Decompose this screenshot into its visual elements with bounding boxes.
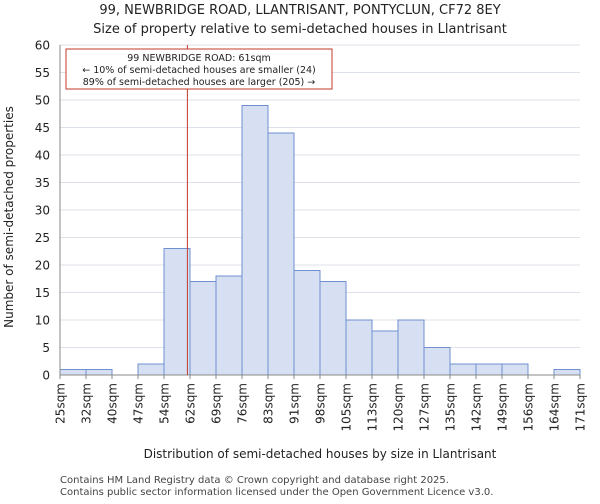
annotation-box <box>65 48 333 90</box>
y-tick-label: 50 <box>35 94 50 108</box>
annotation-line-1: 99 NEWBRIDGE ROAD: 61sqm <box>127 53 271 64</box>
y-tick-label: 60 <box>35 39 50 53</box>
x-tick-label: 135sqm <box>444 383 458 431</box>
x-tick-label: 105sqm <box>340 383 354 431</box>
x-tick-label: 32sqm <box>80 383 94 424</box>
footer-line-1: Contains HM Land Registry data © Crown c… <box>60 475 449 486</box>
x-tick-label: 164sqm <box>548 383 562 431</box>
x-tick-label: 47sqm <box>132 383 146 424</box>
x-tick-label: 40sqm <box>106 383 120 424</box>
x-axis-label: Distribution of semi-detached houses by … <box>144 447 497 461</box>
x-tick-label: 83sqm <box>262 383 276 424</box>
bar <box>189 281 217 376</box>
x-tick-label: 25sqm <box>54 383 68 424</box>
bar <box>241 105 269 376</box>
annotation-line-2: ← 10% of semi-detached houses are smalle… <box>82 65 316 76</box>
y-tick-label: 20 <box>35 259 50 273</box>
x-tick-label: 98sqm <box>314 383 328 424</box>
bar <box>553 369 581 376</box>
x-tick-label: 149sqm <box>496 383 510 431</box>
x-tick-label: 54sqm <box>158 383 172 424</box>
bar <box>215 275 243 376</box>
y-axis-label: Number of semi-detached properties <box>2 106 16 328</box>
bar <box>449 363 477 376</box>
bar <box>397 319 425 376</box>
y-tick-label: 35 <box>35 176 50 190</box>
y-tick-label: 40 <box>35 149 50 163</box>
y-tick-label: 25 <box>35 231 50 245</box>
y-tick-label: 55 <box>35 66 50 80</box>
x-tick-label: 156sqm <box>522 383 536 431</box>
bar <box>137 363 165 376</box>
bar <box>293 270 321 376</box>
x-tick-label: 113sqm <box>366 383 380 431</box>
bar <box>59 369 87 376</box>
x-tick-label: 127sqm <box>418 383 432 431</box>
bar <box>501 363 529 376</box>
x-tick-label: 69sqm <box>210 383 224 424</box>
x-tick-labels: 25sqm 32sqm 40sqm 47sqm 54sqm 62sqm 69sqm 76sqm… <box>54 375 588 431</box>
y-tick-label: 0 <box>42 369 50 383</box>
footer-line-2: Contains public sector information licen… <box>60 487 493 498</box>
bar <box>423 347 451 376</box>
bar <box>475 363 503 376</box>
y-tick-label: 5 <box>42 341 50 355</box>
x-tick-label: 120sqm <box>392 383 406 431</box>
bar <box>371 330 399 376</box>
y-tick-labels: 0 5 10 15 20 25 30 35 40 45 50 55 60 <box>35 39 50 383</box>
x-tick-label: 171sqm <box>574 383 588 431</box>
x-tick-label: 76sqm <box>236 383 250 424</box>
x-tick-label: 142sqm <box>470 383 484 431</box>
y-tick-label: 45 <box>35 121 50 135</box>
y-tick-label: 15 <box>35 286 50 300</box>
bar <box>85 369 113 376</box>
bar <box>319 281 347 376</box>
x-tick-label: 91sqm <box>288 383 302 424</box>
bars <box>59 105 581 376</box>
x-tick-label: 62sqm <box>184 383 198 424</box>
chart-subtitle: Size of property relative to semi-detach… <box>93 22 507 37</box>
annotation-line-3: 89% of semi-detached houses are larger (… <box>83 77 316 88</box>
y-tick-label: 10 <box>35 314 50 328</box>
bar <box>163 248 191 376</box>
bar <box>267 132 295 376</box>
marker-annotation: 99 NEWBRIDGE ROAD: 61sqm ← 10% of semi-d… <box>65 48 333 90</box>
y-tick-label: 30 <box>35 204 50 218</box>
bar <box>345 319 373 376</box>
chart-title: 99, NEWBRIDGE ROAD, LLANTRISANT, PONTYCL… <box>99 3 500 18</box>
